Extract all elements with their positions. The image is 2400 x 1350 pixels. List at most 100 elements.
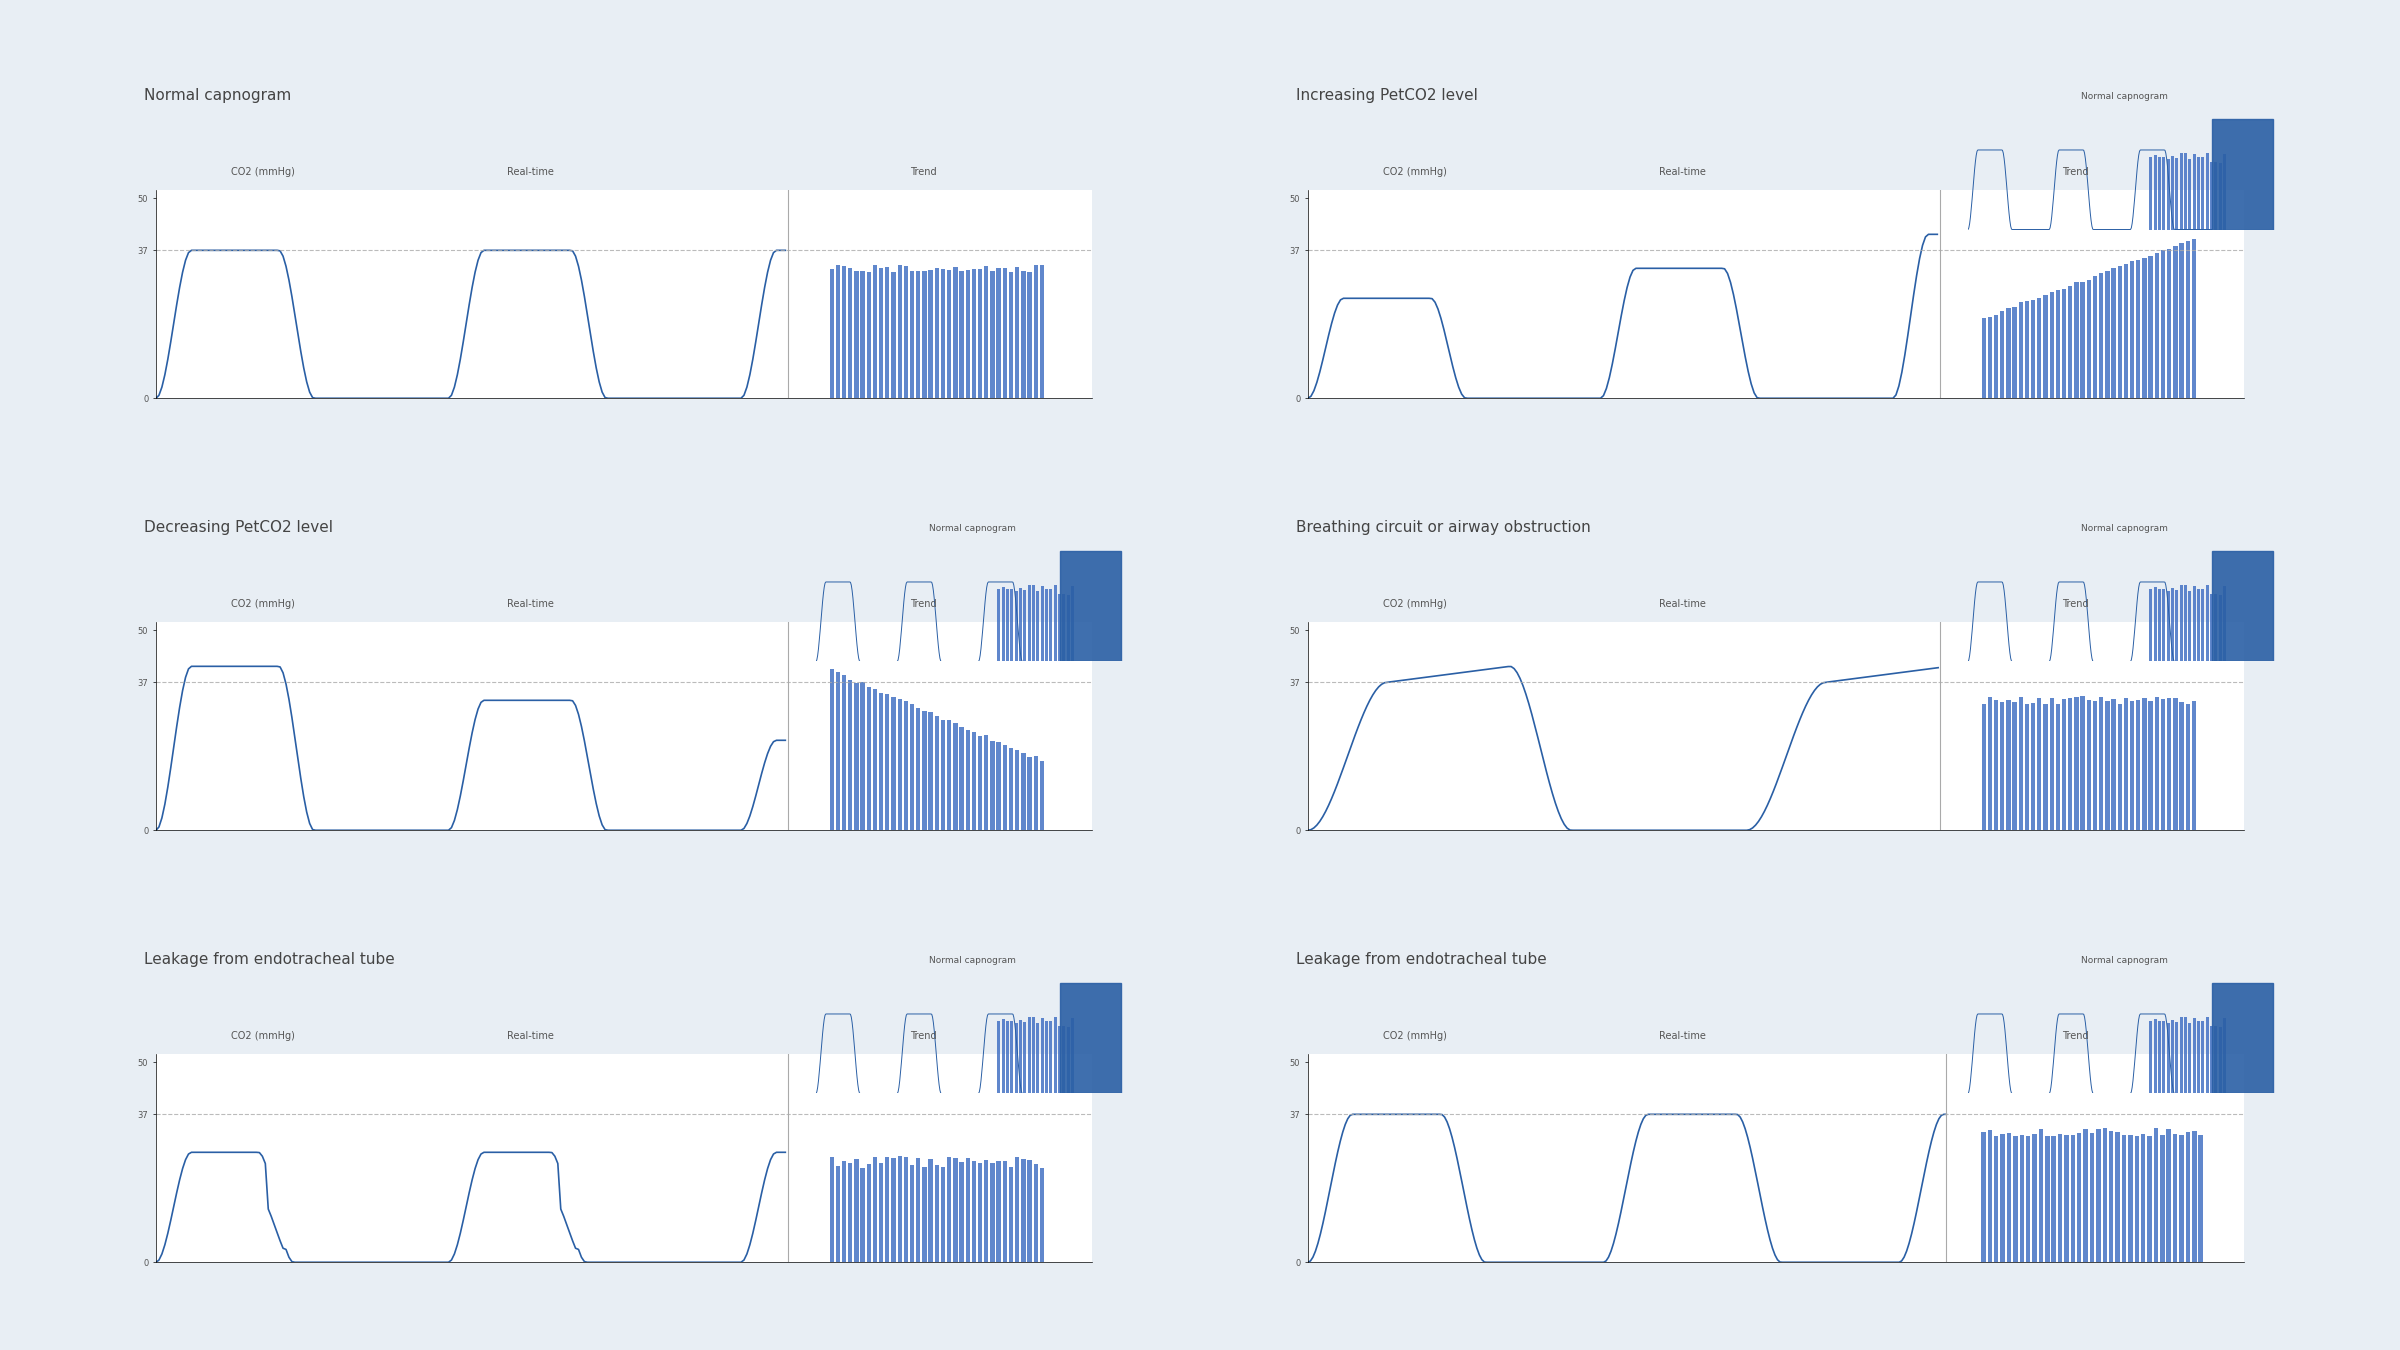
Bar <box>2148 1135 2153 1262</box>
Bar <box>866 1164 871 1262</box>
Bar <box>1063 1026 1066 1094</box>
Bar <box>972 1161 977 1262</box>
Bar <box>2153 155 2158 230</box>
Text: CO2 (mmHg): CO2 (mmHg) <box>1382 1031 1447 1041</box>
Bar <box>984 1160 989 1262</box>
Text: Real-time: Real-time <box>506 1031 554 1041</box>
Bar <box>2093 275 2098 398</box>
Bar <box>972 732 977 830</box>
Bar <box>2167 250 2172 398</box>
Bar <box>2112 267 2117 398</box>
Bar <box>2160 699 2165 830</box>
Bar <box>929 711 934 830</box>
Bar <box>917 1158 922 1262</box>
Bar <box>890 697 895 830</box>
Bar <box>1006 1021 1008 1094</box>
Bar <box>998 1021 1001 1094</box>
Bar <box>2201 1021 2203 1094</box>
Bar <box>1037 591 1039 662</box>
Bar <box>2117 266 2122 398</box>
Bar <box>948 1157 950 1262</box>
Bar <box>1003 1161 1008 1262</box>
Bar <box>2191 702 2196 830</box>
Bar <box>905 1157 907 1262</box>
Bar <box>996 1161 1001 1262</box>
Bar <box>1994 1137 1999 1262</box>
Bar <box>1061 983 1121 1094</box>
Bar <box>2026 703 2028 830</box>
Bar <box>1020 1021 1022 1094</box>
Bar <box>2050 698 2054 830</box>
Text: Real-time: Real-time <box>506 167 554 177</box>
Bar <box>1015 1022 1018 1094</box>
Bar <box>2206 585 2208 662</box>
Bar <box>2143 698 2146 830</box>
Bar <box>2179 1018 2182 1094</box>
Bar <box>2210 1026 2213 1094</box>
Bar <box>2081 282 2086 398</box>
Bar <box>934 716 938 830</box>
Bar <box>965 270 970 398</box>
Bar <box>2110 1130 2114 1262</box>
Bar <box>2218 163 2222 230</box>
Bar <box>2206 1017 2208 1094</box>
Bar <box>1042 586 1044 662</box>
Text: CO2 (mmHg): CO2 (mmHg) <box>1382 167 1447 177</box>
Bar <box>835 672 840 830</box>
Bar <box>917 709 922 830</box>
Bar <box>1054 1017 1056 1094</box>
Bar <box>1042 1018 1044 1094</box>
Bar <box>1994 701 1999 830</box>
Bar <box>2153 587 2158 662</box>
Text: Normal capnogram: Normal capnogram <box>929 956 1015 965</box>
Bar <box>2124 263 2129 398</box>
Bar <box>1008 271 1013 398</box>
Bar <box>1001 1019 1006 1094</box>
Text: Normal capnogram: Normal capnogram <box>929 524 1015 533</box>
Bar <box>1003 745 1008 830</box>
Bar <box>830 269 833 398</box>
Bar <box>2174 590 2179 662</box>
Bar <box>2042 703 2047 830</box>
Bar <box>1049 589 1051 662</box>
Bar <box>2215 594 2218 662</box>
Bar <box>965 1158 970 1262</box>
Bar <box>874 266 876 398</box>
Bar <box>898 1157 902 1262</box>
Bar <box>948 270 950 398</box>
Bar <box>1015 749 1020 830</box>
Bar <box>991 271 994 398</box>
Bar <box>830 1157 833 1262</box>
Bar <box>2174 246 2177 398</box>
Bar <box>922 271 926 398</box>
Bar <box>1066 1027 1070 1094</box>
Bar <box>2136 699 2141 830</box>
Bar <box>2143 258 2146 398</box>
Bar <box>2184 1017 2186 1094</box>
Bar <box>2129 261 2134 398</box>
Bar <box>2184 585 2186 662</box>
Bar <box>2150 589 2153 662</box>
Bar <box>1015 1157 1020 1262</box>
Bar <box>905 701 907 830</box>
Bar <box>2153 1019 2158 1094</box>
Bar <box>2172 1021 2174 1094</box>
Bar <box>1010 589 1013 662</box>
Bar <box>1027 1018 1030 1094</box>
Bar <box>2184 153 2186 230</box>
Bar <box>2198 1135 2203 1262</box>
Bar <box>2215 1026 2218 1094</box>
Text: Normal capnogram: Normal capnogram <box>2081 524 2167 533</box>
Bar <box>1058 594 1061 662</box>
Bar <box>2141 1134 2146 1262</box>
Bar <box>898 265 902 398</box>
Text: Trend: Trend <box>910 167 936 177</box>
Bar <box>2105 701 2110 830</box>
Bar <box>2074 282 2078 398</box>
Bar <box>972 270 977 398</box>
Bar <box>910 705 914 830</box>
Bar <box>890 273 895 398</box>
Bar <box>2153 1129 2158 1262</box>
Bar <box>1022 590 1027 662</box>
Bar <box>1006 589 1008 662</box>
